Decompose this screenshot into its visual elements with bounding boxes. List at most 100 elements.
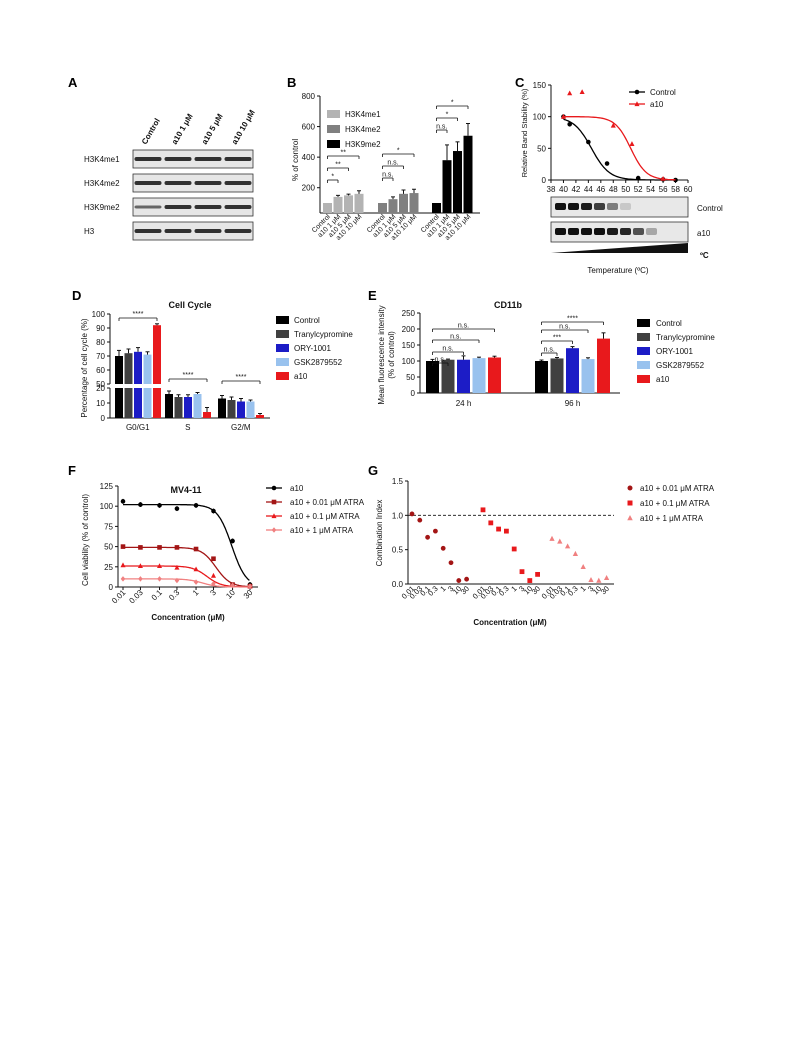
band [134,181,162,185]
band [581,203,592,210]
band [633,228,644,235]
bar [174,397,183,418]
legend-label: a10 [294,372,308,381]
data-point [174,577,180,584]
legend-swatch [276,316,289,324]
sig-label: n.s. [544,347,555,354]
band [594,228,605,235]
legend-swatch [637,361,650,369]
row-label: H3K4me1 [84,155,120,164]
data-point [440,545,446,551]
legend-label: a10 [290,484,304,493]
data-point [210,572,217,578]
bar [134,388,142,418]
band [555,203,566,210]
data-point [156,563,163,569]
panel-e: E 0 50 100 150 200 250 CD11b Mean fluorescence … [368,288,715,408]
legend-label: Tranylcypromine [656,333,715,342]
row-label: H3K4me2 [84,179,120,188]
sig-label: n.s. [436,124,447,131]
blot-row [132,197,254,217]
y-axis-title: % of control [291,139,300,181]
legend-marker [271,499,277,505]
band [224,181,252,185]
legend-swatch [276,372,289,380]
y-tick-label: 50 [406,373,415,382]
data-point [535,571,540,577]
bar [153,388,161,418]
bar [441,359,455,393]
legend-swatch [327,110,340,118]
legend-marker [271,527,277,533]
x-tick-label: 42 [571,185,580,194]
data-point [193,579,199,585]
data-point [120,562,126,568]
data-point [120,576,126,582]
fit-curve [563,118,676,181]
x-tick-label: 1 [438,584,447,593]
fit-curve [123,565,250,588]
legend-label: a10 [656,375,670,384]
legend-swatch [276,330,289,338]
data-point [496,526,501,532]
x-tick-label: 3 [446,584,455,593]
x-tick-label: 30 [459,584,471,596]
x-tick-label: 3 [517,584,526,593]
chart-e: 0 50 100 150 200 250 CD11b Mean fluorescence in… [377,300,715,408]
bar [388,199,398,213]
legend-swatch [637,347,650,355]
data-point [635,175,641,181]
band [164,157,192,161]
x-tick-label: 46 [596,185,605,194]
x-tick-label: 58 [671,185,680,194]
bar [472,358,486,393]
band [620,228,631,235]
legend-marker [634,89,640,95]
y-tick-label: 0 [109,583,114,592]
y-axis-title: Mean fluorescence intensity [377,305,386,404]
band [194,157,222,161]
x-tick-label: 96 h [565,399,581,408]
band [224,157,252,161]
chart-title: MV4-11 [170,485,201,495]
sig-label: n.s. [450,334,461,341]
bar [124,353,133,384]
bar [153,325,161,384]
y-tick-label: 125 [100,482,114,491]
y-tick-label: 90 [96,324,105,333]
bar [550,358,564,393]
data-point [193,546,199,552]
blot-row [132,173,254,193]
bar [143,354,152,384]
data-point [660,175,666,181]
x-tick-label: 40 [559,185,568,194]
lane-label: Control [140,117,162,146]
bar [581,359,595,393]
data-point [586,139,591,145]
legend-marker [627,485,633,491]
legend-label: GSK2879552 [656,361,705,370]
sig-label: * [397,148,400,155]
x-tick-label: G0/G1 [126,423,150,432]
legend-label: a10 + 1 μM ATRA [290,526,354,535]
y-tick-label: 80 [96,338,105,347]
data-point [247,583,253,589]
x-axis-title: Concentration (μM) [151,613,225,622]
band [134,157,162,161]
sig-label: n.s. [559,324,570,331]
data-point [549,535,555,541]
band [224,205,252,209]
legend-label: Tranylcypromine [294,330,353,339]
sig-label: *** [553,335,561,342]
band [568,203,579,210]
x-tick-label: 24 h [456,399,472,408]
data-point [157,576,162,582]
data-point [488,520,494,526]
bar [323,203,332,213]
y-tick-label: 50 [537,144,546,153]
bar [399,193,408,213]
x-tick-label: 3 [208,588,218,598]
sig-label: n.s. [435,357,446,364]
band [164,181,192,185]
y-tick-label: 1.5 [392,477,404,486]
